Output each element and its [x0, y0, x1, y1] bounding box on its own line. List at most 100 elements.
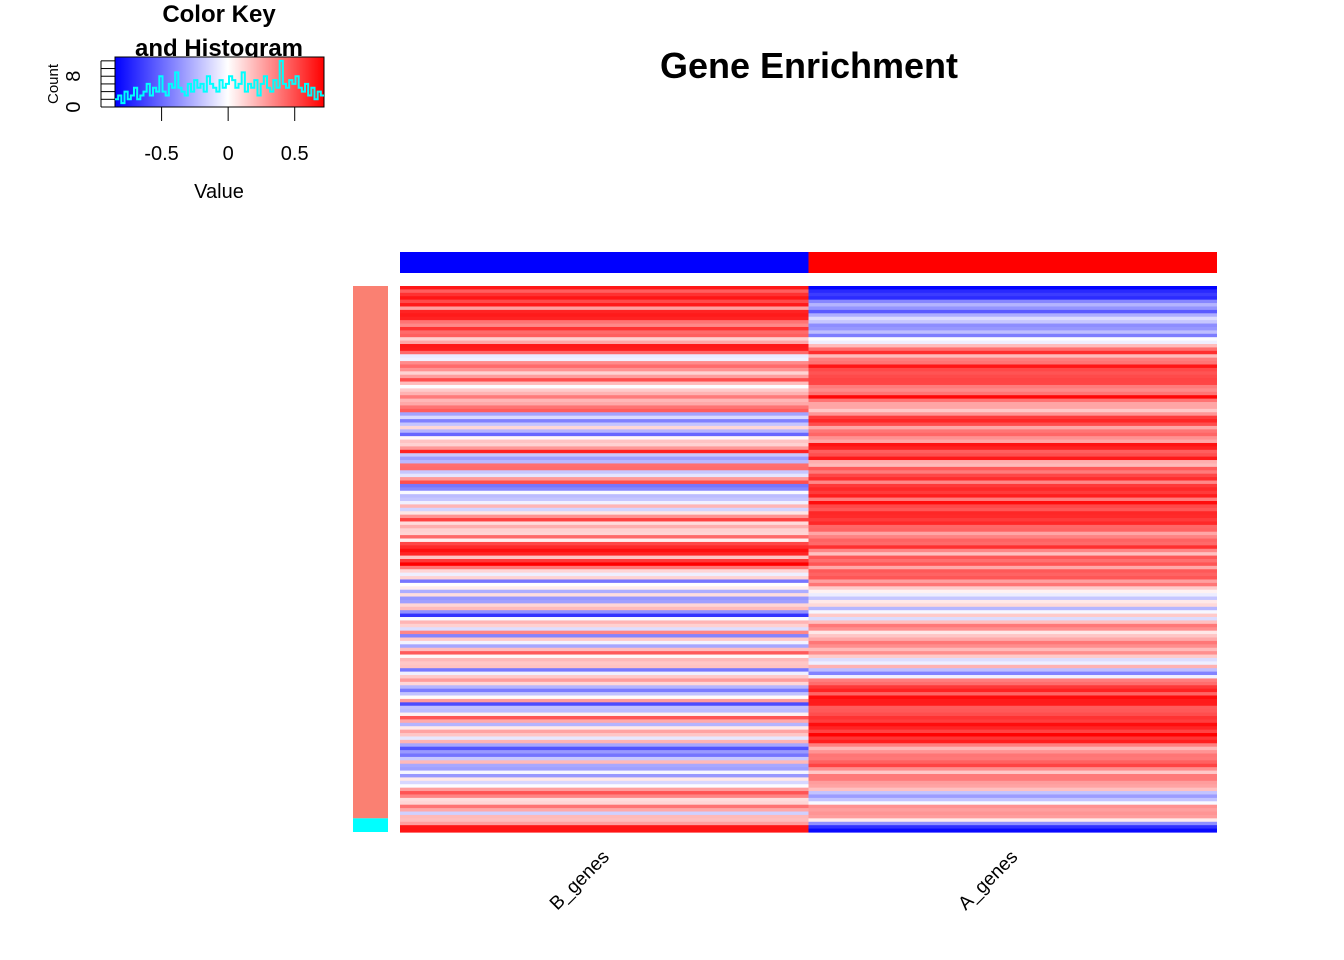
heatmap-cell: [808, 678, 1217, 683]
heatmap-cell: [808, 296, 1217, 301]
heatmap-cell: [808, 347, 1217, 352]
heatmap-cell: [808, 722, 1217, 727]
heatmap-cell: [808, 763, 1217, 768]
heatmap-cell: [808, 432, 1217, 437]
heatmap-cell: [400, 361, 809, 366]
heatmap-cell: [808, 497, 1217, 502]
heatmap-cell: [808, 419, 1217, 424]
heatmap-cell: [400, 576, 809, 581]
heatmap-cell: [808, 313, 1217, 318]
heatmap-cell: [400, 582, 809, 587]
row-side-colors: [353, 286, 388, 832]
heatmap-cell: [808, 463, 1217, 468]
heatmap-cell: [400, 664, 809, 669]
heatmap-cell: [808, 303, 1217, 308]
heatmap-cell: [808, 715, 1217, 720]
heatmap-cell: [400, 586, 809, 591]
heatmap-cell: [400, 613, 809, 618]
heatmap-cell: [808, 453, 1217, 458]
heatmap-cell: [400, 548, 809, 553]
heatmap-cell: [808, 828, 1217, 833]
heatmap-cell: [808, 733, 1217, 738]
heatmap-cell: [808, 361, 1217, 366]
heatmap-cell: [808, 767, 1217, 772]
heatmap-cell: [400, 654, 809, 659]
heatmap-cell: [808, 569, 1217, 574]
heatmap-cell: [808, 473, 1217, 478]
heatmap-cell: [808, 521, 1217, 526]
heatmap-cell: [400, 671, 809, 676]
heatmap-cell: [400, 668, 809, 673]
heatmap-cell: [400, 391, 809, 396]
heatmap-cell: [400, 323, 809, 328]
heatmap-cell: [808, 753, 1217, 758]
heatmap-cell: [400, 750, 809, 755]
heatmap-cell: [400, 326, 809, 331]
heatmap-cell: [808, 524, 1217, 529]
heatmap-cell: [808, 323, 1217, 328]
heatmap-cell: [400, 705, 809, 710]
heatmap-cell: [808, 797, 1217, 802]
heatmap-cell: [400, 395, 809, 400]
heatmap-cell: [808, 702, 1217, 707]
heatmap-cell: [400, 364, 809, 369]
heatmap-cell: [808, 402, 1217, 407]
heatmap-cell: [400, 651, 809, 656]
heatmap-cell: [808, 596, 1217, 601]
heatmap-cell: [400, 507, 809, 512]
heatmap-cell: [400, 449, 809, 454]
heatmap-cell: [400, 603, 809, 608]
heatmap-cell: [400, 617, 809, 622]
heatmap-cell: [400, 743, 809, 748]
heatmap-cell: [400, 439, 809, 444]
heatmap-cell: [808, 538, 1217, 543]
heatmap-cell: [400, 419, 809, 424]
heatmap-cell: [400, 579, 809, 584]
heatmap-cell: [400, 770, 809, 775]
heatmap-cell: [808, 695, 1217, 700]
histogram-ylabel: Count: [45, 63, 62, 104]
heatmap-cell: [808, 579, 1217, 584]
heatmap-cell: [400, 292, 809, 297]
heatmap-cell: [400, 442, 809, 447]
heatmap-cell: [400, 559, 809, 564]
heatmap-cell: [808, 712, 1217, 717]
heatmap-cell: [400, 518, 809, 523]
heatmap-cell: [808, 429, 1217, 434]
heatmap-cell: [808, 593, 1217, 598]
heatmap-cell: [808, 470, 1217, 475]
heatmap-cell: [808, 507, 1217, 512]
heatmap-cell: [808, 364, 1217, 369]
heatmap-cell: [808, 487, 1217, 492]
heatmap-cell: [808, 821, 1217, 826]
heatmap-cell: [400, 514, 809, 519]
column-labels: B_genes A_genes: [546, 847, 1022, 915]
heatmap-cell: [808, 357, 1217, 362]
heatmap-cell: [808, 439, 1217, 444]
heatmap-cell: [808, 647, 1217, 652]
heatmap-cell: [400, 497, 809, 502]
heatmap-cell: [808, 630, 1217, 635]
heatmap-cell: [808, 316, 1217, 321]
heatmap-cell: [808, 808, 1217, 813]
heatmap-cell: [400, 350, 809, 355]
heatmap-cell: [808, 518, 1217, 523]
heatmap-cell: [808, 367, 1217, 372]
heatmap-cell: [808, 371, 1217, 376]
heatmap-cell: [808, 657, 1217, 662]
heatmap-cell: [808, 603, 1217, 608]
heatmap-cell: [400, 490, 809, 495]
heatmap-cell: [400, 545, 809, 550]
heatmap-cell: [808, 408, 1217, 413]
heatmap-cell: [808, 494, 1217, 499]
heatmap-cell: [808, 668, 1217, 673]
heatmap-cell: [808, 627, 1217, 632]
heatmap-cell: [808, 446, 1217, 451]
heatmap-cell: [400, 466, 809, 471]
heatmap-cell: [808, 760, 1217, 765]
heatmap-cell: [400, 685, 809, 690]
heatmap-cell: [808, 545, 1217, 550]
heatmap-cell: [808, 743, 1217, 748]
heatmap-cell: [808, 511, 1217, 516]
